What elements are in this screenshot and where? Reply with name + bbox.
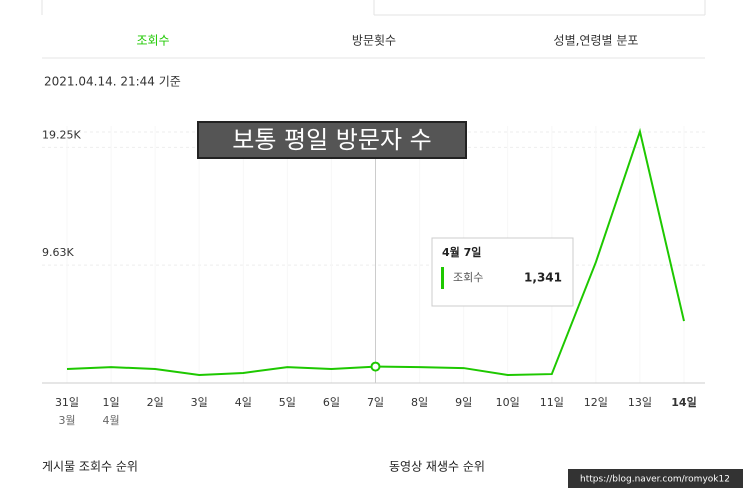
x-tick-label: 12일 xyxy=(584,395,608,409)
tab[interactable]: 성별,연령별 분포 xyxy=(554,34,639,48)
x-tick-label: 2일 xyxy=(147,395,164,409)
y-tick-label: 19.25K xyxy=(42,128,81,141)
x-tick-label: 5일 xyxy=(279,395,296,409)
x-tick-label: 14일 xyxy=(671,395,696,409)
tooltip-box xyxy=(431,237,574,307)
month-label: 3월 xyxy=(58,414,75,427)
timestamp: 2021.04.14. 21:44 기준 xyxy=(44,75,181,89)
x-tick-label: 11일 xyxy=(540,395,564,409)
tab[interactable]: 조회수 xyxy=(136,34,169,48)
tooltip-title: 4월 7일 xyxy=(442,245,481,259)
tooltip-series: 조회수 xyxy=(453,271,483,284)
x-tick-label: 8일 xyxy=(411,395,428,409)
y-tick-label: 9.63K xyxy=(42,246,74,259)
x-tick-label: 31일 xyxy=(55,395,79,409)
month-label: 4월 xyxy=(103,414,120,427)
section-title: 게시물 조회수 순위 xyxy=(42,460,138,474)
watermark-bg xyxy=(568,469,743,488)
annotation: 보통 평일 방문자 수 xyxy=(232,126,432,154)
x-tick-label: 7일 xyxy=(367,395,384,409)
x-tick-label: 1일 xyxy=(103,395,120,409)
annotation-bg xyxy=(197,121,467,159)
tab[interactable]: 방문횟수 xyxy=(352,34,396,48)
hover-point xyxy=(370,361,381,372)
tooltip-value: 1,341 xyxy=(524,271,562,285)
watermark: https://blog.naver.com/romyok12 xyxy=(580,475,730,485)
x-tick-label: 4일 xyxy=(235,395,252,409)
tooltip-swatch xyxy=(441,267,444,289)
x-tick-label: 13일 xyxy=(628,395,652,409)
x-tick-label: 9일 xyxy=(455,395,472,409)
x-tick-label: 3일 xyxy=(191,395,208,409)
x-tick-label: 10일 xyxy=(496,395,520,409)
x-tick-label: 6일 xyxy=(323,395,340,409)
section-title: 동영상 재생수 순위 xyxy=(389,460,485,474)
